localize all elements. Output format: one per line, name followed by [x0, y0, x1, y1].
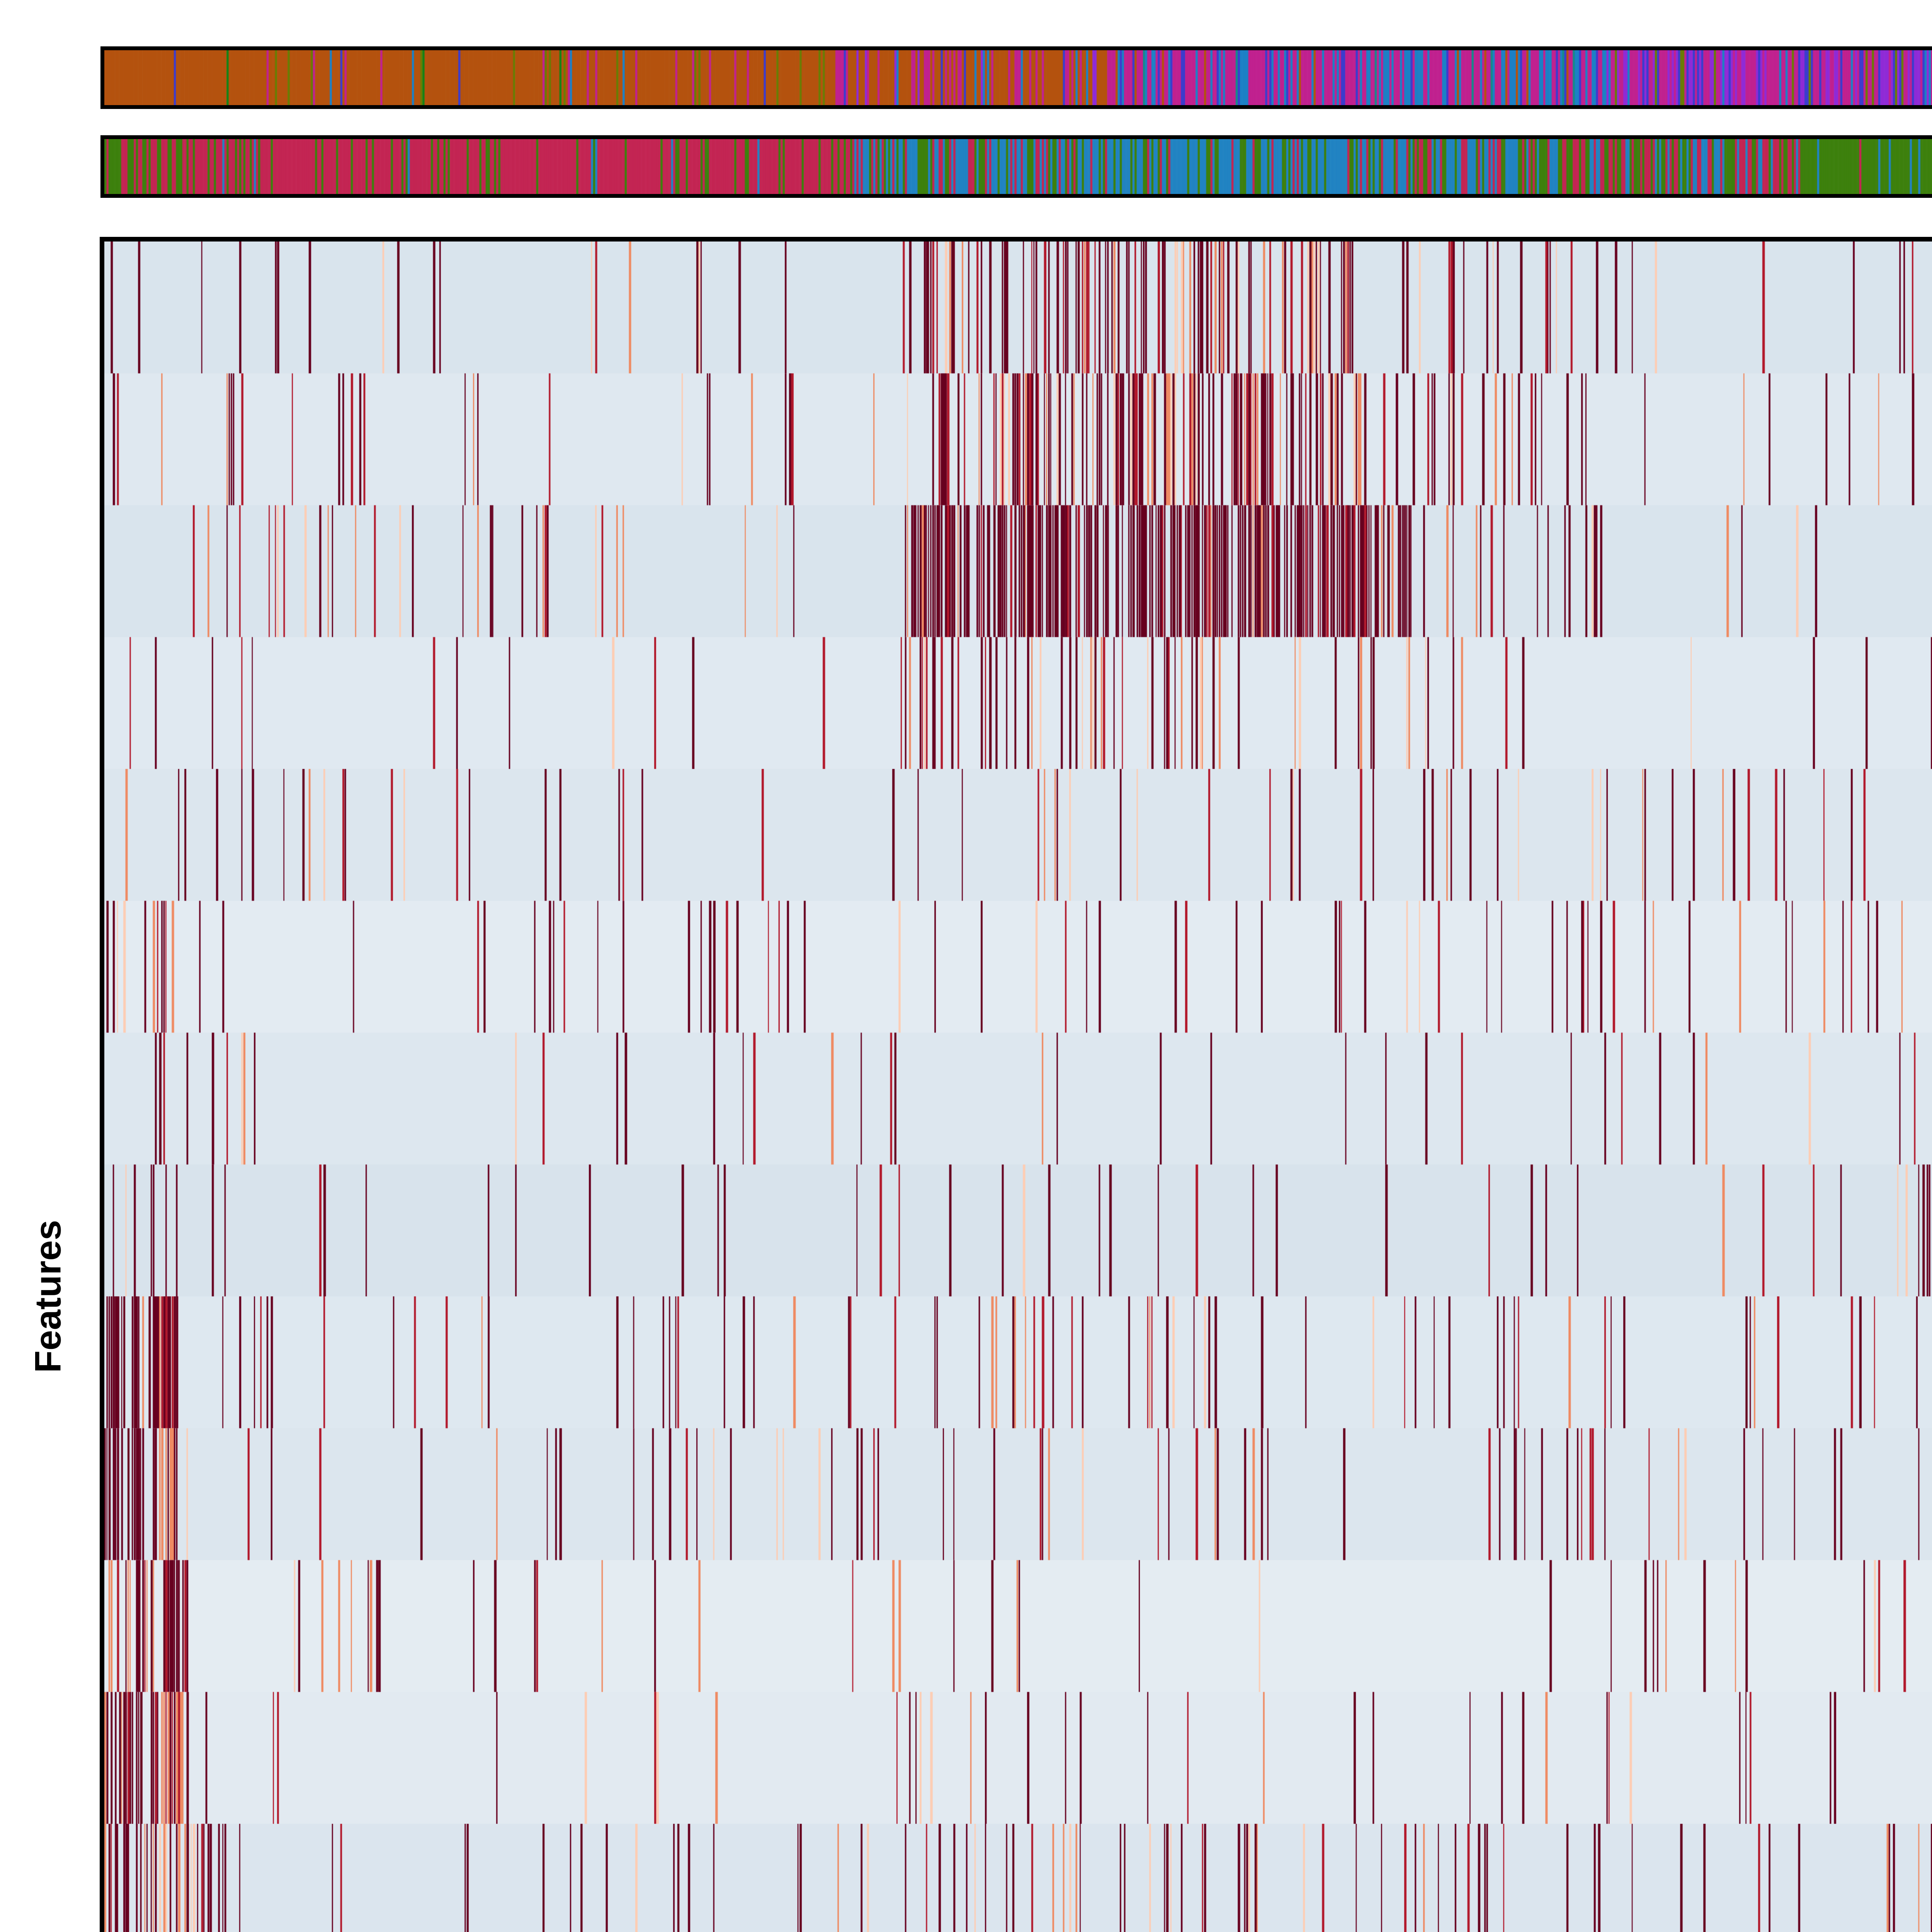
annotation-track-frame: [100, 46, 1932, 109]
subtype-track-heatbar: [104, 139, 1932, 194]
subtype-track-frame: [100, 135, 1932, 198]
expression-heatmap-canvas: [104, 242, 1932, 1932]
expression-heatmap-frame: [100, 237, 1932, 1932]
annotation-track-heatbar: [104, 50, 1932, 105]
y-axis-title: Features: [27, 1219, 69, 1373]
